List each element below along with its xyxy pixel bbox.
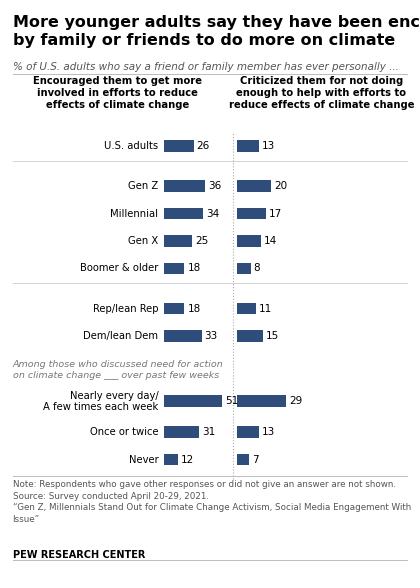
Text: U.S. adults: U.S. adults: [104, 141, 158, 151]
Text: 13: 13: [262, 427, 276, 437]
Text: More younger adults say they have been encouraged
by family or friends to do mor: More younger adults say they have been e…: [13, 15, 420, 48]
Text: % of U.S. adults who say a friend or family member has ever personally ...: % of U.S. adults who say a friend or fam…: [13, 62, 399, 72]
Text: 14: 14: [264, 236, 277, 246]
Text: Never: Never: [129, 455, 158, 465]
Text: Gen Z: Gen Z: [128, 181, 158, 191]
Text: 31: 31: [202, 427, 215, 437]
Bar: [164, 303, 184, 315]
Bar: [237, 140, 259, 152]
Text: 36: 36: [208, 181, 221, 191]
Bar: [237, 180, 271, 192]
Bar: [237, 263, 251, 275]
Text: 33: 33: [205, 331, 218, 341]
Bar: [164, 395, 222, 407]
Bar: [164, 263, 184, 275]
Bar: [237, 330, 262, 342]
Bar: [164, 426, 200, 438]
Text: Millennial: Millennial: [110, 209, 158, 219]
Text: Nearly every day/
A few times each week: Nearly every day/ A few times each week: [43, 390, 158, 412]
Text: Rep/lean Rep: Rep/lean Rep: [93, 303, 158, 313]
Bar: [237, 426, 259, 438]
Text: 29: 29: [289, 396, 302, 406]
Text: Boomer & older: Boomer & older: [80, 263, 158, 273]
Text: 18: 18: [187, 263, 201, 273]
Text: Dem/lean Dem: Dem/lean Dem: [83, 331, 158, 341]
Text: 51: 51: [225, 396, 239, 406]
Text: 26: 26: [197, 141, 210, 151]
Text: Criticized them for not doing
enough to help with efforts to
reduce effects of c: Criticized them for not doing enough to …: [228, 76, 414, 109]
Bar: [164, 330, 202, 342]
Text: Encouraged them to get more
involved in efforts to reduce
effects of climate cha: Encouraged them to get more involved in …: [33, 76, 202, 109]
Text: Gen X: Gen X: [128, 236, 158, 246]
Bar: [237, 235, 261, 247]
Text: 12: 12: [181, 455, 194, 465]
Text: 20: 20: [274, 181, 287, 191]
Text: PEW RESEARCH CENTER: PEW RESEARCH CENTER: [13, 550, 145, 560]
Bar: [237, 454, 249, 466]
Bar: [164, 180, 205, 192]
Text: 18: 18: [187, 303, 201, 313]
Text: 8: 8: [254, 263, 260, 273]
Bar: [164, 454, 178, 466]
Bar: [164, 208, 203, 219]
Bar: [164, 140, 194, 152]
Text: 11: 11: [259, 303, 272, 313]
Text: Among those who discussed need for action
on climate change ___ over past few we: Among those who discussed need for actio…: [13, 360, 223, 380]
Text: 25: 25: [195, 236, 209, 246]
Text: 34: 34: [206, 209, 219, 219]
Text: 17: 17: [269, 209, 282, 219]
Text: 13: 13: [262, 141, 276, 151]
Text: 15: 15: [265, 331, 279, 341]
Text: 7: 7: [252, 455, 259, 465]
Bar: [237, 395, 286, 407]
Bar: [237, 303, 256, 315]
Text: Note: Respondents who gave other responses or did not give an answer are not sho: Note: Respondents who gave other respons…: [13, 480, 411, 524]
Bar: [237, 208, 266, 219]
Text: Once or twice: Once or twice: [90, 427, 158, 437]
Bar: [164, 235, 192, 247]
